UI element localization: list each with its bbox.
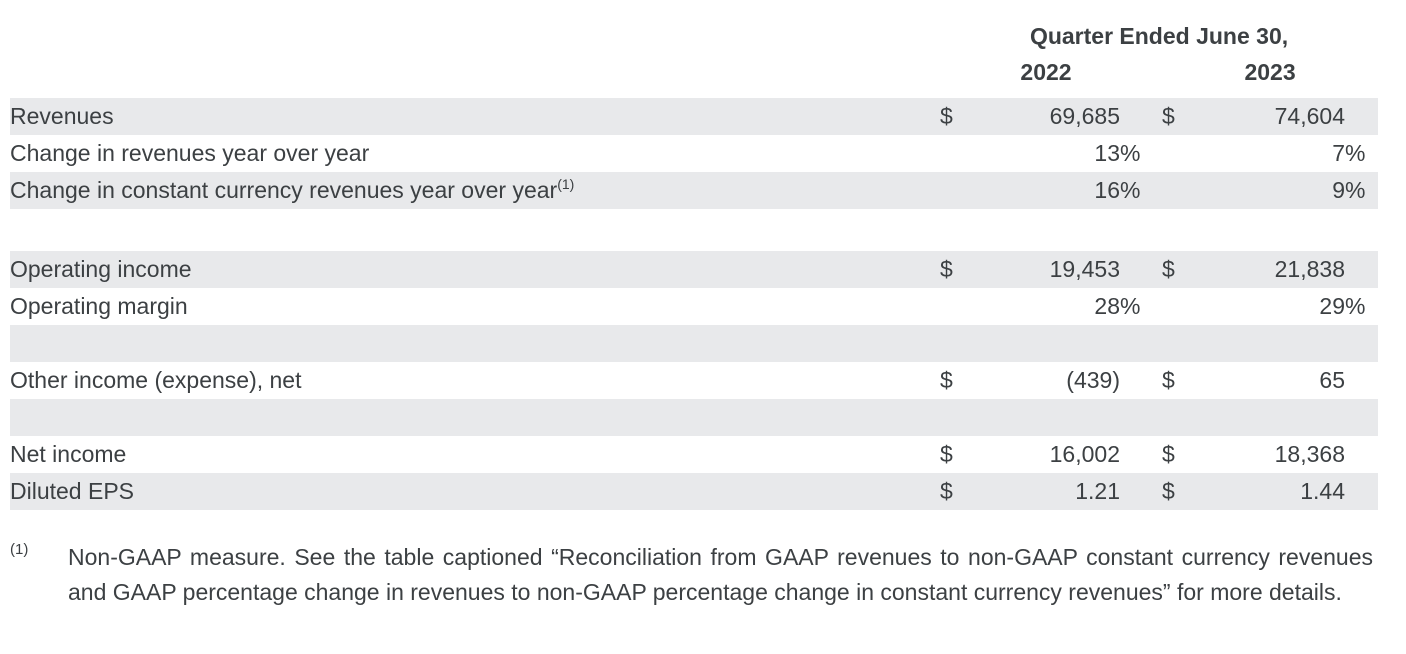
currency-symbol: $ [1162,367,1175,393]
percent-sign [1345,473,1379,510]
currency-symbol: $ [940,367,953,393]
percent-sign: % [1345,172,1379,209]
financial-results-table: Quarter Ended June 30, 2022 2023 Revenue… [10,18,1379,510]
percent-sign [1345,436,1378,473]
table-row-revenues: Revenues $ 69,685 $ 74,604 [10,98,1379,135]
table-period-header-row: Quarter Ended June 30, [10,18,1378,54]
value-2022: 19,453 [980,251,1120,288]
currency-symbol: $ [1162,473,1202,510]
value-2023: 21,838 [1202,251,1345,288]
header-spacer [10,18,940,54]
row-label: Change in revenues year over year [10,140,370,166]
row-label-text: Change in constant currency revenues yea… [10,177,558,203]
percent-sign: % [1120,140,1141,166]
column-gap [1152,288,1162,325]
currency-symbol: $ [940,441,953,467]
percent-sign [1345,251,1379,288]
column-gap [1152,98,1162,135]
value-2022: 28 [1094,293,1120,319]
currency-symbol: $ [940,98,980,135]
period-header: Quarter Ended June 30, [1029,22,1289,49]
currency-symbol: $ [1162,251,1202,288]
currency-symbol [1162,172,1202,209]
value-2022: (439) [1066,367,1120,393]
footnote-reference: (1) [557,176,575,192]
currency-symbol [940,288,980,325]
percent-sign: % [1120,293,1141,319]
value-2022: 69,685 [980,98,1120,135]
footnote-text: Non-GAAP measure. See the table captione… [68,544,1373,605]
currency-symbol [1162,135,1202,172]
value-2023: 1.44 [1202,473,1345,510]
footnote: (1) Non-GAAP measure. See the table capt… [10,540,1378,610]
header-spacer [10,54,940,98]
percent-sign [1120,251,1152,288]
percent-sign: % [1120,172,1152,209]
row-label: Change in constant currency revenues yea… [10,172,940,209]
table-row-operating-margin: Operating margin 28 % 29 % [10,288,1378,325]
year-column-header-2023: 2023 [1244,59,1296,85]
table-row-net-income: Net income $ 16,002 $ 18,368 [10,436,1378,473]
column-gap [1152,362,1162,399]
table-spacer-row [10,325,1379,362]
row-label: Net income [10,441,127,467]
value-2023: 74,604 [1202,98,1345,135]
value-2022: 13 [1094,140,1120,166]
column-gap [1152,172,1162,209]
value-2023: 9 [1202,172,1345,209]
percent-sign [1120,473,1152,510]
table-year-header-row: 2022 2023 [10,54,1378,98]
currency-symbol: $ [1162,441,1175,467]
currency-symbol [940,135,980,172]
value-2023: 29 [1319,293,1345,319]
table-row-operating-income: Operating income $ 19,453 $ 21,838 [10,251,1379,288]
row-label: Diluted EPS [10,473,940,510]
currency-symbol: $ [940,251,980,288]
table-spacer-row [10,399,1379,436]
footnote-marker: (1) [10,541,29,558]
percent-sign [1345,362,1378,399]
table-row-other-income: Other income (expense), net $ (439) $ 65 [10,362,1378,399]
value-2022: 1.21 [980,473,1120,510]
percent-sign: % [1345,293,1366,319]
percent-sign [1120,436,1152,473]
value-2022: 16 [980,172,1120,209]
value-2023: 18,368 [1274,441,1345,467]
table-row-diluted-eps: Diluted EPS $ 1.21 $ 1.44 [10,473,1379,510]
currency-symbol [940,172,980,209]
row-label: Other income (expense), net [10,367,302,393]
column-gap [1152,251,1162,288]
row-label: Operating margin [10,293,188,319]
percent-sign [1120,98,1152,135]
value-2023: 7 [1332,140,1345,166]
row-label: Operating income [10,251,940,288]
header-spacer [1152,54,1162,98]
column-gap [1152,135,1162,172]
column-gap [1152,473,1162,510]
currency-symbol: $ [1162,98,1202,135]
percent-sign [1120,362,1152,399]
currency-symbol: $ [940,473,980,510]
table-row-constant-currency-change: Change in constant currency revenues yea… [10,172,1379,209]
value-2022: 16,002 [1049,441,1120,467]
currency-symbol [1162,288,1202,325]
year-column-header-2022: 2022 [1020,59,1072,85]
table-spacer-row [10,209,1379,251]
column-gap [1152,436,1162,473]
percent-sign: % [1345,140,1366,166]
percent-sign [1345,98,1379,135]
row-label: Revenues [10,98,940,135]
table-row-revenue-change: Change in revenues year over year 13 % 7… [10,135,1378,172]
value-2023: 65 [1319,367,1345,393]
